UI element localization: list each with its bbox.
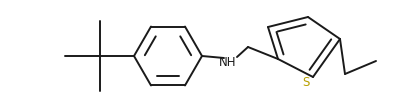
Text: NH: NH (219, 56, 237, 69)
Text: S: S (302, 76, 310, 89)
